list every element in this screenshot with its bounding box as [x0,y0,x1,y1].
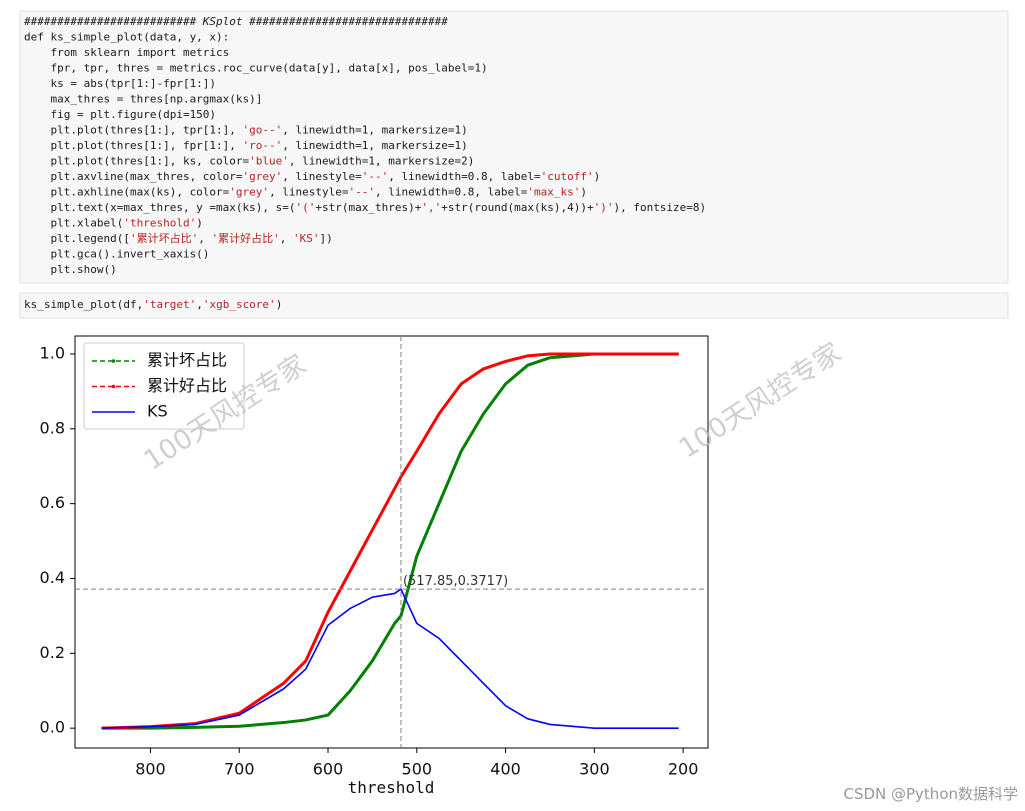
x-tick-label: 800 [135,760,166,779]
code-line: plt.plot(thres[1:], ks, color='blue', li… [24,155,474,168]
legend-label: 累计坏占比 [147,351,227,370]
legend-marker [111,384,116,389]
code-line: plt.xlabel('threshold') [24,217,203,230]
watermark: 100天风控专家 [674,337,847,465]
code-line: ########################## KSplot ######… [23,15,448,28]
x-tick-label: 300 [579,760,610,779]
code-line: plt.axhline(max(ks), color='grey', lines… [24,186,587,199]
x-tick-label: 500 [402,760,433,779]
series-line [101,352,679,730]
y-tick-label: 0.8 [40,418,65,437]
code-line: plt.axvline(max_thres, color='grey', lin… [24,170,600,183]
code-line: plt.text(x=max_thres, y =max(ks), s=('('… [24,201,706,214]
code-cell [19,10,1009,284]
y-tick-label: 1.0 [40,343,65,362]
x-tick-label: 400 [490,760,521,779]
legend-marker [111,359,116,363]
x-axis-label: threshold [348,778,435,797]
code-line: ks = abs(tpr[1:]-fpr[1:]) [24,77,216,90]
y-tick-label: 0.2 [40,643,65,662]
x-tick-label: 700 [224,760,255,779]
code-line: plt.gca().invert_xaxis() [24,248,209,261]
code-line: plt.plot(thres[1:], tpr[1:], 'go--', lin… [24,124,468,137]
y-tick-label: 0.4 [40,568,65,587]
footer: CSDN @Python数据科学 [843,785,1018,803]
code-line: fig = plt.figure(dpi=150) [24,108,216,121]
code-line: from sklearn import metrics [24,46,229,59]
y-tick-label: 0.6 [40,493,65,512]
x-tick-label: 200 [668,760,699,779]
code-line: def ks_simple_plot(data, y, x): [24,31,229,44]
series-line [101,588,679,729]
code-line: plt.legend(['累计坏占比', '累计好占比', 'KS']) [24,231,333,245]
code-line: max_thres = thres[np.argmax(ks)] [24,93,262,106]
code-line: plt.show() [24,263,117,276]
code-line: plt.plot(thres[1:], fpr[1:], 'ro--', lin… [24,139,468,152]
code-line: ks_simple_plot(df,'target','xgb_score') [24,298,282,311]
annotation: (517.85,0.3717) [403,574,508,589]
legend-box [83,342,245,430]
legend-label: KS [147,402,168,421]
legend-label: 累计好占比 [147,376,227,395]
code-cell [19,292,1009,319]
x-tick-label: 600 [313,760,344,779]
plot-frame [74,335,709,749]
y-tick-label: 0.0 [40,718,65,737]
code-line: fpr, tpr, thres = metrics.roc_curve(data… [24,62,488,75]
